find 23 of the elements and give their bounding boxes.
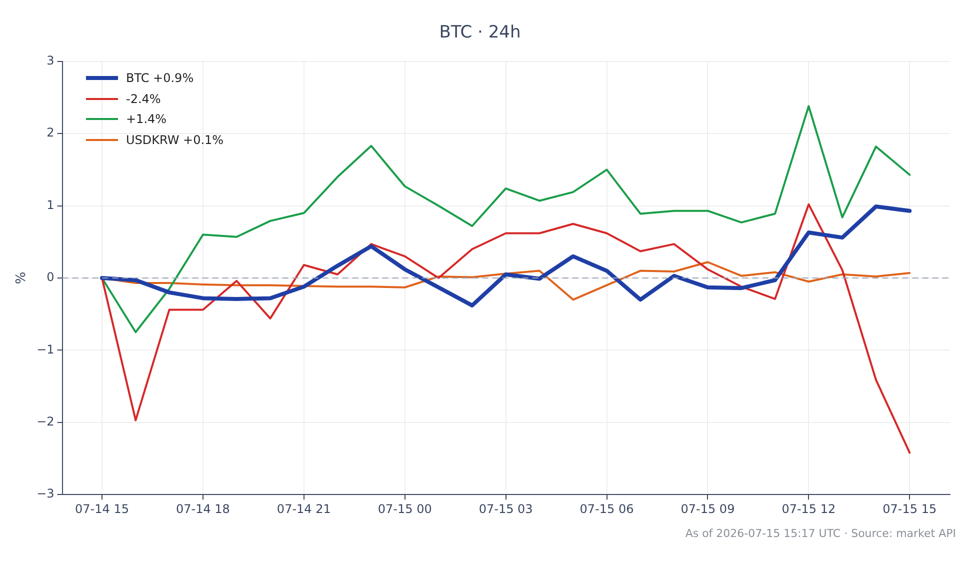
x-tick-label: 07-15 09 [680,502,735,516]
y-axis-title: % [14,272,30,284]
y-tick-label: −1 [36,342,54,356]
legend-label: USDKRW +0.1% [126,132,224,148]
x-tick-label: 07-14 15 [75,502,129,516]
y-tick-label: 0 [46,270,54,284]
x-tick-label: 07-15 15 [882,502,937,516]
x-tick-label: 07-15 00 [378,502,432,516]
legend-label: -2.4% [126,90,161,108]
x-tick-label: 07-15 03 [478,502,533,516]
x-tick-label: 07-15 12 [782,502,836,516]
y-tick-label: 1 [46,198,54,212]
legend-label: BTC +0.9% [126,70,194,87]
legend-label: +1.4% [126,111,167,128]
text: As of 2026-07-15 15:17 UTC · Source: market API [685,527,956,540]
x-tick-label: 07-14 18 [176,502,230,516]
x-tick-label: 07-14 21 [276,502,331,516]
chart-title: BTC · 24h [439,22,521,43]
y-tick-label: 3 [46,54,54,68]
y-tick-label: −3 [36,486,54,501]
x-tick-label: 07-15 06 [580,502,634,516]
y-tick-label: 2 [46,126,54,140]
y-tick-label: −2 [36,414,54,429]
